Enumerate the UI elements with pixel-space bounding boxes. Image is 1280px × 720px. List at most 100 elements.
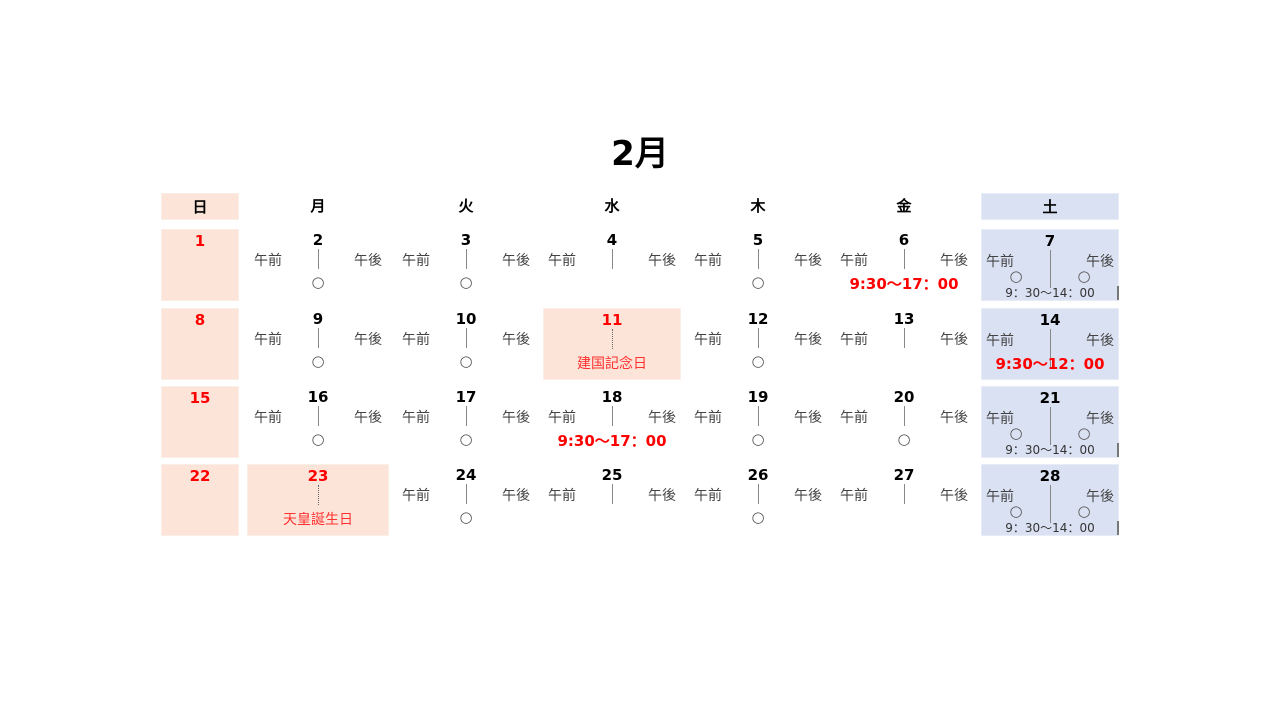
circle-icon: ○ — [459, 273, 473, 291]
divider-line — [612, 484, 613, 504]
pm-label: 午後 — [354, 253, 382, 269]
pm-label: 午後 — [940, 332, 968, 348]
day-cell[interactable]: 4 午前 午後 — [543, 229, 681, 301]
day-cell[interactable]: 24 午前 午後 ○ — [395, 464, 537, 536]
day-cell[interactable]: 20 午前 午後 ○ — [833, 386, 975, 458]
am-label: 午前 — [402, 253, 430, 269]
divider-line — [904, 406, 905, 426]
circle-icon: ○ — [1009, 502, 1023, 520]
weekday-header: 月 — [310, 197, 326, 215]
am-label: 午前 — [548, 410, 576, 426]
divider-line — [1050, 329, 1051, 367]
am-label: 午前 — [840, 332, 868, 348]
day-cell[interactable]: 6 午前 午後 9:30～17：00 — [833, 229, 975, 301]
month-title: 2月 — [611, 134, 669, 174]
pm-label: 午後 — [1086, 254, 1114, 270]
day-number: 20 — [893, 388, 915, 406]
time-range: 9:30～17：00 — [557, 432, 667, 450]
day-cell[interactable]: 22 — [161, 464, 239, 536]
day-cell[interactable]: 19 午前 午後 ○ — [687, 386, 829, 458]
pm-label: 午後 — [794, 488, 822, 504]
day-number: 18 — [601, 388, 623, 406]
am-label: 午前 — [254, 332, 282, 348]
circle-icon: ○ — [751, 430, 765, 448]
day-cell[interactable]: 3 午前 午後 ○ — [395, 229, 537, 301]
divider-line — [318, 328, 319, 348]
day-cell[interactable]: 2 午前 午後 ○ — [247, 229, 389, 301]
day-number: 15 — [189, 389, 211, 407]
day-cell[interactable]: 10 午前 午後 ○ — [395, 308, 537, 380]
divider-line — [612, 406, 613, 426]
divider-line — [612, 249, 613, 269]
pm-label: 午後 — [940, 488, 968, 504]
day-cell[interactable]: 25 午前 午後 — [543, 464, 681, 536]
day-cell[interactable]: 16 午前 午後 ○ — [247, 386, 389, 458]
weekday-header: 水 — [604, 197, 620, 215]
day-cell[interactable]: 13 午前 午後 — [833, 308, 975, 380]
circle-icon: ○ — [1077, 502, 1091, 520]
day-number: 14 — [1039, 311, 1061, 329]
hours-text: 9：30～14：00 — [1005, 521, 1095, 535]
day-cell[interactable]: 28 午前 午後 ○ ○ 9：30～14：00 — [981, 464, 1119, 536]
day-number: 6 — [898, 231, 910, 249]
day-number: 3 — [460, 231, 472, 249]
day-cell[interactable]: 23 天皇誕生日 — [247, 464, 389, 536]
circle-icon: ○ — [459, 352, 473, 370]
divider-line — [758, 328, 759, 348]
weekday-header: 日 — [161, 193, 239, 220]
am-label: 午前 — [694, 410, 722, 426]
day-cell[interactable]: 12 午前 午後 ○ — [687, 308, 829, 380]
circle-icon: ○ — [1009, 424, 1023, 442]
hours-text: 9：30～14：00 — [1005, 286, 1095, 300]
day-number: 26 — [747, 466, 769, 484]
day-cell[interactable]: 26 午前 午後 ○ — [687, 464, 829, 536]
am-label: 午前 — [402, 332, 430, 348]
divider-line — [1050, 250, 1051, 288]
day-cell[interactable]: 1 — [161, 229, 239, 301]
day-cell[interactable]: 11 建国記念日 — [543, 308, 681, 380]
day-cell[interactable]: 17 午前 午後 ○ — [395, 386, 537, 458]
divider-line — [904, 249, 905, 269]
am-label: 午前 — [254, 253, 282, 269]
day-number: 17 — [455, 388, 477, 406]
am-label: 午前 — [840, 253, 868, 269]
day-cell[interactable]: 9 午前 午後 ○ — [247, 308, 389, 380]
divider-line — [466, 328, 467, 348]
divider-line — [758, 406, 759, 426]
weekday-header: 火 — [458, 197, 474, 215]
day-number: 13 — [893, 310, 915, 328]
divider-line — [318, 485, 319, 505]
day-cell[interactable]: 14 午前 午後 9:30～12：00 — [981, 308, 1119, 380]
am-label: 午前 — [694, 253, 722, 269]
cell-edge-mark — [1117, 521, 1119, 535]
day-cell[interactable]: 5 午前 午後 ○ — [687, 229, 829, 301]
holiday-name: 天皇誕生日 — [283, 512, 353, 528]
divider-line — [466, 406, 467, 426]
am-label: 午前 — [402, 410, 430, 426]
circle-icon: ○ — [459, 430, 473, 448]
divider-line — [466, 249, 467, 269]
day-cell[interactable]: 27 午前 午後 — [833, 464, 975, 536]
hours-text: 9：30～14：00 — [1005, 443, 1095, 457]
day-cell[interactable]: 8 — [161, 308, 239, 380]
pm-label: 午後 — [648, 488, 676, 504]
day-cell[interactable]: 7 午前 午後 ○ ○ 9：30～14：00 — [981, 229, 1119, 301]
day-number: 10 — [455, 310, 477, 328]
day-number: 11 — [601, 311, 623, 329]
day-cell[interactable]: 21 午前 午後 ○ ○ 9：30～14：00 — [981, 386, 1119, 458]
am-label: 午前 — [402, 488, 430, 504]
divider-line — [318, 249, 319, 269]
day-number: 2 — [312, 231, 324, 249]
circle-icon: ○ — [751, 273, 765, 291]
day-cell[interactable]: 15 — [161, 386, 239, 458]
circle-icon: ○ — [1009, 267, 1023, 285]
day-cell[interactable]: 18 午前 午後 9:30～17：00 — [543, 386, 681, 458]
divider-line — [758, 484, 759, 504]
am-label: 午前 — [986, 254, 1014, 270]
circle-icon: ○ — [1077, 267, 1091, 285]
divider-line — [904, 484, 905, 504]
am-label: 午前 — [548, 253, 576, 269]
divider-line — [1050, 407, 1051, 445]
circle-icon: ○ — [311, 352, 325, 370]
divider-line — [466, 484, 467, 504]
